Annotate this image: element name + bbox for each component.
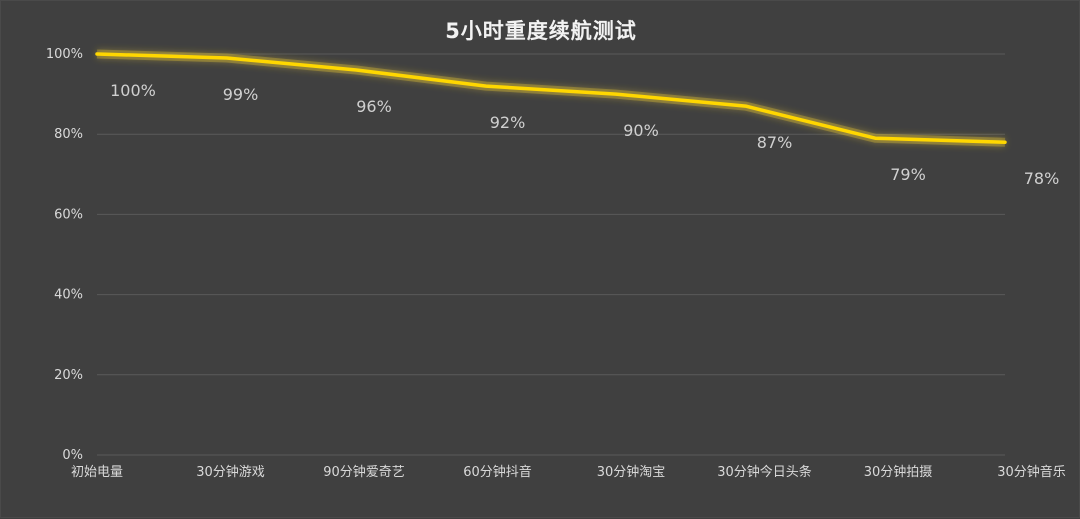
data-label: 87% — [757, 133, 793, 152]
data-label: 92% — [490, 113, 526, 132]
x-tick-label: 初始电量 — [71, 465, 123, 480]
y-tick-label: 80% — [54, 127, 83, 142]
data-label: 96% — [356, 97, 392, 116]
data-label: 100% — [110, 81, 156, 100]
data-label: 78% — [1024, 169, 1060, 188]
grid-layer — [97, 54, 1005, 455]
y-tick-label: 0% — [62, 448, 83, 463]
x-tick-label: 30分钟音乐 — [997, 464, 1066, 480]
x-tick-label: 30分钟拍摄 — [864, 464, 933, 480]
x-axis: 初始电量 30分钟游戏 90分钟爱奇艺 60分钟抖音 30分钟淘宝 30分钟今日头条 30分… — [71, 464, 1066, 480]
data-label: 90% — [623, 121, 659, 140]
x-tick-label: 60分钟抖音 — [463, 464, 532, 480]
y-tick-label: 60% — [54, 207, 83, 222]
y-tick-label: 20% — [54, 368, 83, 383]
x-tick-label: 30分钟淘宝 — [597, 464, 666, 480]
y-axis: 0% 20% 40% 60% 80% 100% — [46, 47, 83, 463]
x-tick-label: 90分钟爱奇艺 — [323, 464, 405, 480]
data-label: 99% — [223, 85, 259, 104]
x-tick-label: 30分钟游戏 — [196, 464, 265, 480]
x-tick-label: 30分钟今日头条 — [717, 464, 812, 480]
y-tick-label: 40% — [54, 288, 83, 303]
y-tick-label: 100% — [46, 47, 83, 62]
data-label: 79% — [890, 165, 926, 184]
